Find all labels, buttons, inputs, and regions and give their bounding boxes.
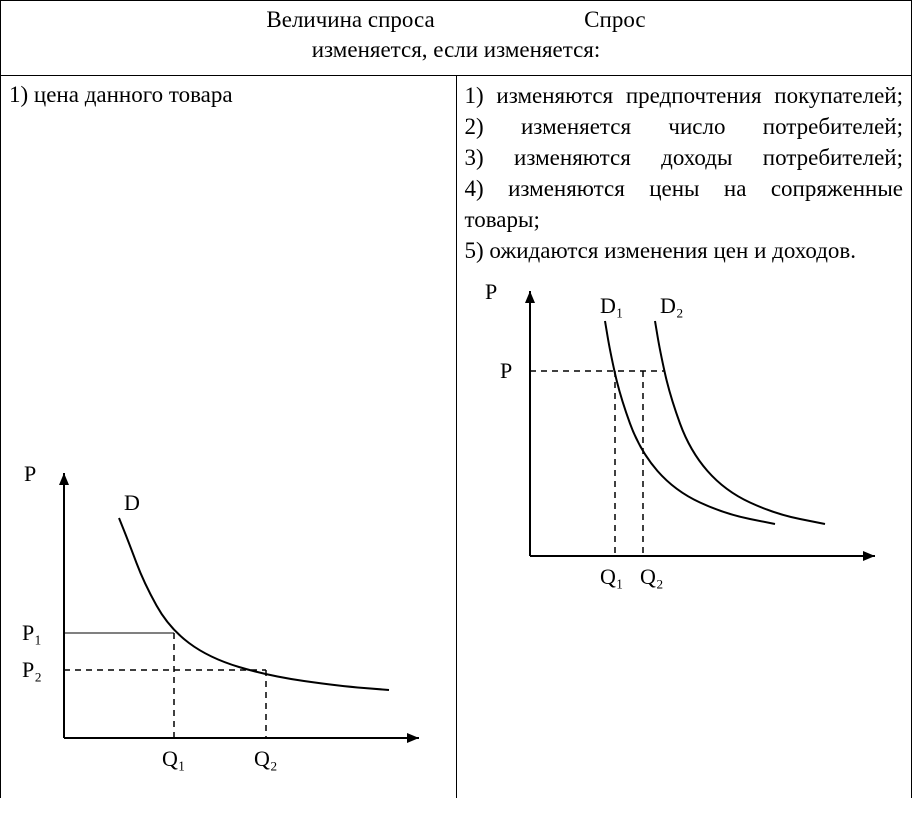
svg-text:P: P (485, 279, 497, 304)
right-item-4: 4) изменяются цены на сопряженные товары… (465, 173, 904, 235)
right-item-3: 3) изменяются доходы потребителей; (465, 142, 904, 173)
left-cell: 1) цена данного товара P D P₁ P₂ Q₁ Q₂ (1, 75, 457, 798)
title-left: Величина спроса (266, 7, 434, 32)
right-item-5: 5) ожидаются изменения цен и доходов. (465, 235, 904, 266)
svg-text:P₁: P₁ (22, 620, 42, 645)
right-list: 1) изменяются предпочтения покупателей; … (465, 80, 904, 266)
left-item-1: 1) цена данного товара (9, 82, 448, 108)
demand-chart-right: P D₁ D₂ P Q₁ Q₂ (465, 266, 895, 606)
svg-text:P₂: P₂ (22, 657, 42, 682)
svg-text:Q₁: Q₁ (162, 746, 186, 771)
svg-text:Q₁: Q₁ (600, 564, 624, 589)
svg-text:P: P (500, 358, 512, 383)
table-header-cell: Величина спроса Спрос изменяется, если и… (1, 1, 912, 76)
svg-text:D₁: D₁ (600, 293, 624, 318)
svg-text:Q₂: Q₂ (640, 564, 664, 589)
svg-text:P: P (24, 461, 36, 486)
title-right: Спрос (584, 7, 645, 32)
right-item-2: 2) изменяется число потребителей; (465, 111, 904, 142)
svg-text:Q₂: Q₂ (254, 746, 278, 771)
header-titles: Величина спроса Спрос (9, 5, 903, 35)
subtitle: изменяется, если изменяется: (9, 35, 903, 65)
svg-text:D₂: D₂ (660, 293, 684, 318)
demand-chart-left: P D P₁ P₂ Q₁ Q₂ (9, 448, 439, 788)
svg-text:D: D (124, 490, 140, 515)
right-cell: 1) изменяются предпочтения покупателей; … (456, 75, 912, 798)
right-item-1: 1) изменяются предпочтения покупателей; (465, 80, 904, 111)
